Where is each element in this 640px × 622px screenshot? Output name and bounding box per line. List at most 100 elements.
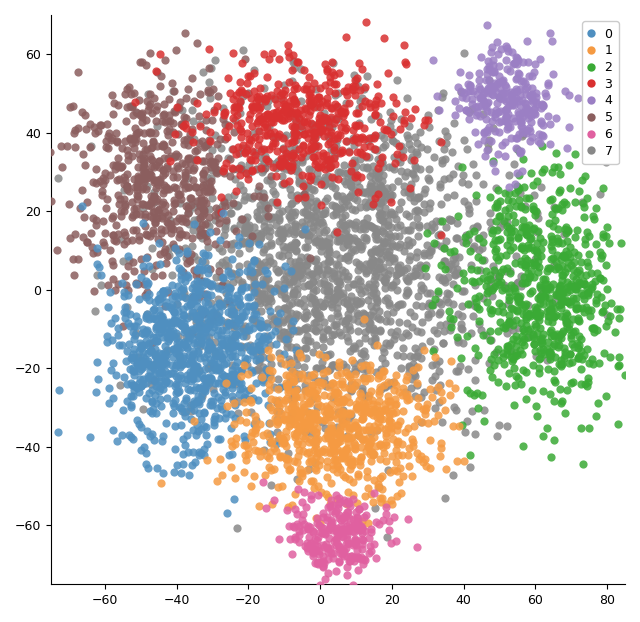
Point <box>132 108 143 118</box>
Point <box>405 187 415 197</box>
Point <box>300 188 310 198</box>
Point <box>428 55 438 65</box>
Point <box>316 381 326 391</box>
Point <box>448 470 458 480</box>
Point <box>337 147 347 157</box>
Point <box>147 375 157 385</box>
Point <box>349 70 359 80</box>
Point <box>488 91 498 101</box>
Point <box>138 363 148 373</box>
Point <box>631 333 640 343</box>
Point <box>289 226 299 236</box>
Point <box>193 346 204 356</box>
Point <box>176 193 186 203</box>
Point <box>479 151 490 160</box>
Point <box>394 477 404 487</box>
Point <box>264 123 275 132</box>
Point <box>104 128 115 137</box>
Point <box>374 519 384 529</box>
Point <box>401 391 411 401</box>
Point <box>417 317 428 327</box>
Point <box>244 345 255 355</box>
Point <box>508 113 518 123</box>
Point <box>294 404 304 414</box>
Point <box>218 340 228 350</box>
Point <box>328 444 338 454</box>
Point <box>170 445 180 455</box>
Point <box>124 83 134 93</box>
Point <box>225 297 236 307</box>
Point <box>248 345 259 355</box>
Point <box>309 318 319 328</box>
Point <box>446 259 456 269</box>
Point <box>526 243 536 253</box>
Point <box>384 246 394 256</box>
Point <box>239 192 250 202</box>
Point <box>383 415 394 425</box>
Point <box>380 203 390 213</box>
Point <box>493 344 504 354</box>
Point <box>198 248 208 258</box>
Point <box>389 377 399 387</box>
Point <box>128 434 138 444</box>
Point <box>433 411 443 420</box>
Point <box>179 351 189 361</box>
Point <box>401 210 411 220</box>
Point <box>291 108 301 118</box>
Point <box>230 313 240 323</box>
Point <box>120 302 130 312</box>
Point <box>149 435 159 445</box>
Point <box>311 205 321 215</box>
Point <box>333 428 344 438</box>
Point <box>259 130 269 140</box>
Point <box>550 290 561 300</box>
Point <box>582 289 593 299</box>
Point <box>568 281 579 291</box>
Point <box>532 136 543 146</box>
Point <box>235 341 245 351</box>
Point <box>240 227 250 237</box>
Point <box>291 297 301 307</box>
Point <box>219 108 229 118</box>
Point <box>557 328 567 338</box>
Point <box>259 289 269 299</box>
Point <box>338 288 348 298</box>
Point <box>253 318 263 328</box>
Point <box>202 292 212 302</box>
Point <box>529 302 540 312</box>
Point <box>604 238 614 248</box>
Point <box>289 287 300 297</box>
Point <box>366 114 376 124</box>
Point <box>147 228 157 238</box>
Point <box>227 424 237 434</box>
Point <box>399 246 410 256</box>
Point <box>313 557 323 567</box>
Point <box>148 332 159 342</box>
Point <box>417 284 428 294</box>
Point <box>302 117 312 127</box>
Point <box>396 266 406 276</box>
Point <box>525 111 536 121</box>
Point <box>260 336 271 346</box>
Point <box>339 409 349 419</box>
Point <box>532 99 543 109</box>
Point <box>189 353 200 363</box>
Point <box>128 257 138 267</box>
Point <box>344 523 354 533</box>
Point <box>259 93 269 103</box>
Point <box>102 337 113 347</box>
Point <box>219 197 229 207</box>
Point <box>225 88 235 98</box>
Point <box>347 456 357 466</box>
Point <box>435 216 445 226</box>
Point <box>527 96 537 106</box>
Point <box>481 102 491 112</box>
Point <box>343 254 353 264</box>
Point <box>262 295 273 305</box>
Point <box>351 132 361 142</box>
Point <box>164 318 175 328</box>
Point <box>411 269 421 279</box>
Point <box>457 177 467 187</box>
Point <box>572 304 582 314</box>
Point <box>254 111 264 121</box>
